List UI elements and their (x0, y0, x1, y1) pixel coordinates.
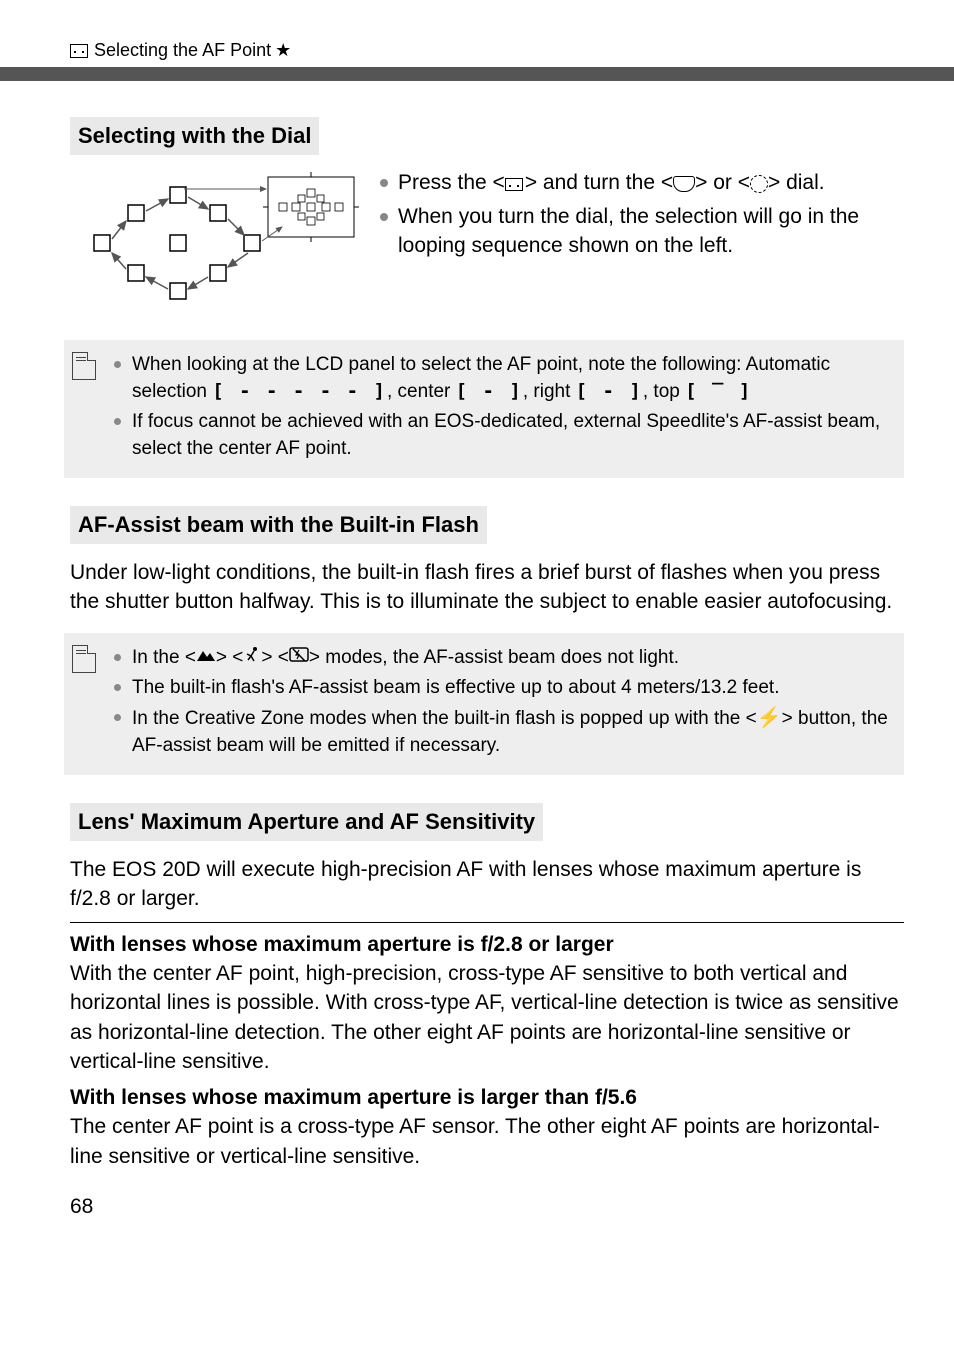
section-title-dial: Selecting with the Dial (70, 117, 319, 155)
af-assist-body: Under low-light conditions, the built-in… (70, 558, 904, 617)
header-title: Selecting the AF Point (94, 40, 271, 61)
star-icon: ★ (275, 40, 291, 61)
landscape-mode-icon (196, 645, 216, 671)
note-lcd-panel: When looking at the LCD panel to select … (64, 340, 904, 478)
af-loop-diagram (70, 169, 360, 324)
af-point-icon (70, 44, 88, 58)
dial-instructions: Press the <> and turn the <> or <> dial.… (380, 169, 904, 266)
sub-f28-body: With the center AF point, high-precision… (70, 959, 904, 1077)
sports-mode-icon (243, 645, 261, 671)
lens-body: The EOS 20D will execute high-precision … (70, 855, 904, 914)
sub-f56-title: With lenses whose maximum aperture is la… (70, 1086, 904, 1110)
bullet-loop-sequence: When you turn the dial, the selection wi… (380, 203, 904, 260)
note-icon (72, 352, 96, 380)
page-header: Selecting the AF Point ★ (70, 40, 904, 61)
note-modes-no-light: In the <> <> <> modes, the AF-assist bea… (114, 645, 890, 671)
bullet-press-turn: Press the <> and turn the <> or <> dial. (380, 169, 904, 197)
note-icon (72, 645, 96, 673)
page-number: 68 (70, 1195, 904, 1219)
main-dial-icon (673, 176, 695, 192)
note-af-assist: In the <> <> <> modes, the AF-assist bea… (64, 633, 904, 775)
flash-icon: ⚡ (757, 707, 782, 729)
af-button-icon (505, 178, 523, 191)
sub-f28-title: With lenses whose maximum aperture is f/… (70, 933, 904, 957)
note-creative-zone: In the Creative Zone modes when the buil… (114, 705, 890, 759)
quick-dial-icon (750, 175, 768, 193)
note-lcd-segments: When looking at the LCD panel to select … (114, 352, 890, 405)
note-af-range: The built-in flash's AF-assist beam is e… (114, 675, 890, 701)
flash-off-mode-icon (289, 645, 309, 671)
section-title-lens-aperture: Lens' Maximum Aperture and AF Sensitivit… (70, 803, 543, 841)
sub-f56-body: The center AF point is a cross-type AF s… (70, 1112, 904, 1171)
note-speedlite: If focus cannot be achieved with an EOS-… (114, 409, 890, 461)
header-bar (0, 67, 954, 81)
divider (70, 922, 904, 923)
section-title-af-assist: AF-Assist beam with the Built-in Flash (70, 506, 487, 544)
